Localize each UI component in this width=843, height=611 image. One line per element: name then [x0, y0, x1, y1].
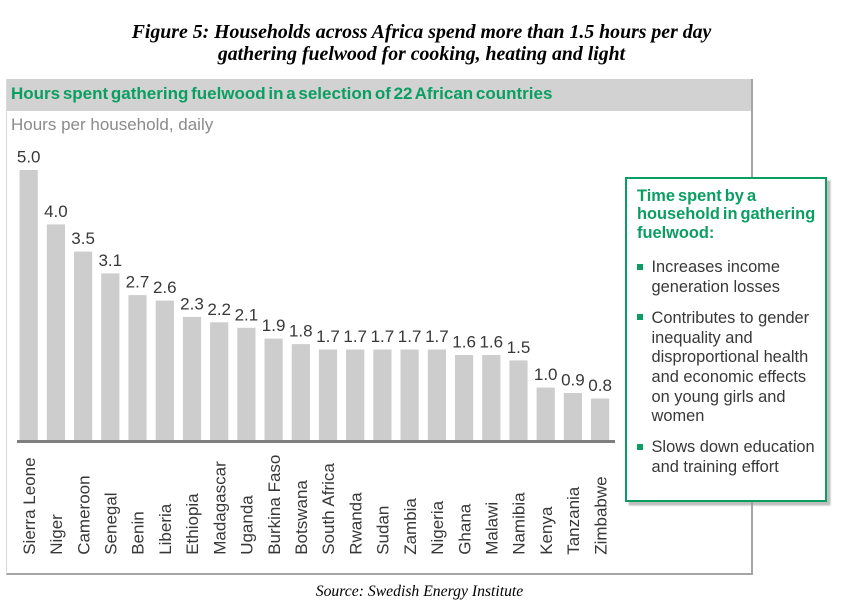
svg-text:5.0: 5.0 — [17, 148, 41, 167]
svg-text:2.7: 2.7 — [126, 273, 150, 292]
svg-text:1.5: 1.5 — [507, 338, 531, 357]
svg-text:Sierra Leone: Sierra Leone — [20, 457, 39, 554]
svg-text:Senegal: Senegal — [102, 492, 121, 554]
svg-text:2.2: 2.2 — [207, 300, 231, 319]
svg-text:Niger: Niger — [47, 514, 66, 555]
svg-text:Rwanda: Rwanda — [346, 492, 365, 555]
svg-text:Uganda: Uganda — [238, 495, 257, 555]
svg-text:1.7: 1.7 — [343, 327, 367, 346]
svg-text:Benin: Benin — [129, 511, 148, 554]
svg-text:2.3: 2.3 — [180, 294, 204, 313]
svg-text:Liberia: Liberia — [156, 503, 175, 555]
svg-text:2.6: 2.6 — [153, 278, 177, 297]
svg-text:Nigeria: Nigeria — [428, 500, 447, 554]
svg-text:South Africa: South Africa — [319, 463, 338, 555]
svg-text:1.7: 1.7 — [398, 327, 422, 346]
svg-text:1.7: 1.7 — [316, 327, 340, 346]
svg-text:1.6: 1.6 — [452, 333, 476, 352]
svg-text:2.1: 2.1 — [235, 305, 259, 324]
svg-text:Tanzania: Tanzania — [564, 486, 583, 555]
svg-text:1.7: 1.7 — [425, 327, 449, 346]
svg-text:Namibia: Namibia — [510, 492, 529, 555]
svg-text:Ghana: Ghana — [455, 503, 474, 555]
svg-text:Ethiopia: Ethiopia — [183, 493, 202, 555]
svg-text:0.9: 0.9 — [561, 371, 585, 390]
svg-text:Sudan: Sudan — [374, 506, 393, 555]
svg-text:1.6: 1.6 — [479, 333, 503, 352]
svg-text:Zimbabwe: Zimbabwe — [591, 476, 610, 554]
svg-text:3.5: 3.5 — [71, 229, 95, 248]
svg-text:Kenya: Kenya — [537, 506, 556, 555]
svg-text:0.8: 0.8 — [588, 376, 612, 395]
svg-text:4.0: 4.0 — [44, 202, 68, 221]
svg-text:Madagascar: Madagascar — [210, 461, 229, 555]
svg-text:Cameroon: Cameroon — [74, 475, 93, 554]
svg-text:1.0: 1.0 — [534, 365, 558, 384]
svg-text:Botswana: Botswana — [292, 480, 311, 555]
svg-text:1.7: 1.7 — [371, 327, 395, 346]
svg-text:Burkina Faso: Burkina Faso — [265, 455, 284, 555]
svg-text:Malawi: Malawi — [483, 502, 502, 555]
svg-text:3.1: 3.1 — [98, 251, 122, 270]
svg-text:Zambia: Zambia — [401, 498, 420, 555]
svg-text:1.8: 1.8 — [289, 322, 313, 341]
svg-text:1.9: 1.9 — [262, 316, 286, 335]
